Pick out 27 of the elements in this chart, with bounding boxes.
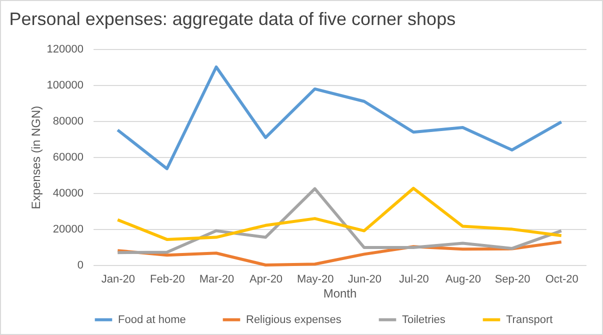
legend-label: Religious expenses <box>246 314 342 326</box>
y-tick-label: 60000 <box>52 152 84 164</box>
x-tick-label: Oct-20 <box>545 274 578 286</box>
x-tick-label: Apr-20 <box>250 274 283 286</box>
x-tick-label: Aug-20 <box>446 274 481 286</box>
line-series <box>116 66 563 170</box>
chart-title: Personal expenses: aggregate data of five corner shops <box>9 9 456 29</box>
y-axis-title: Expenses (in NGN) <box>28 106 43 210</box>
line-series <box>116 187 563 254</box>
legend-label: Food at home <box>118 314 186 326</box>
y-tick-label: 0 <box>77 260 84 272</box>
y-tick-label: 20000 <box>52 224 84 236</box>
x-tick-label: Mar-20 <box>199 274 234 286</box>
x-tick-label: Jun-20 <box>348 274 382 286</box>
x-tick-label: Sep-20 <box>494 274 530 286</box>
x-tick-label: Jan-20 <box>101 274 135 286</box>
legend-label: Transport <box>506 314 553 326</box>
legend-label: Toiletries <box>402 314 446 326</box>
x-axis-title: Month <box>323 286 357 300</box>
y-tick-label: 40000 <box>52 188 84 200</box>
x-tick-label: Feb-20 <box>150 274 185 286</box>
y-tick-label: 80000 <box>52 116 84 128</box>
x-tick-label: Jul-20 <box>398 274 429 286</box>
x-tick-label: May-20 <box>297 274 334 286</box>
line-series <box>116 186 563 241</box>
y-tick-label: 120000 <box>46 44 84 56</box>
y-tick-label: 100000 <box>46 80 84 92</box>
